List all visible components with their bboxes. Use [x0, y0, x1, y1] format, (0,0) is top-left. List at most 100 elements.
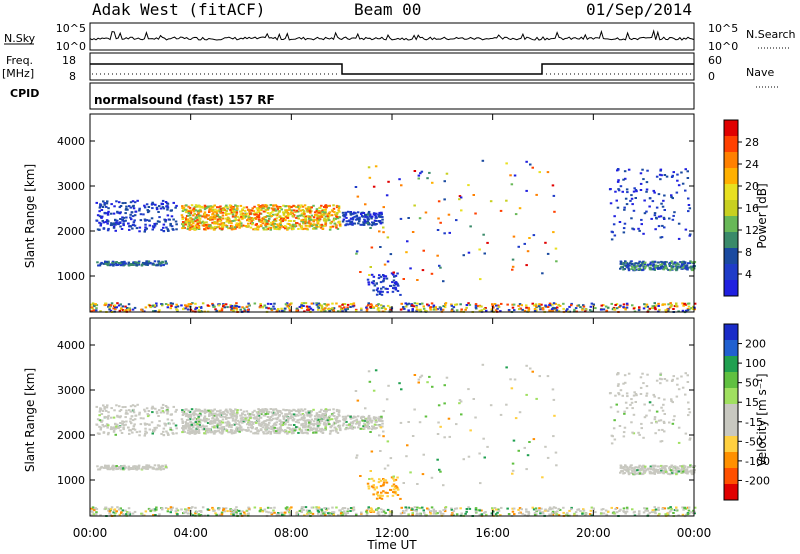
power-echo [230, 307, 234, 310]
power-echo [124, 212, 127, 215]
power-echo [264, 209, 267, 211]
power-echo [671, 265, 675, 268]
power-echo [355, 310, 358, 312]
velocity-echo [372, 427, 375, 430]
velocity-echo [679, 465, 682, 467]
velocity-echo [534, 507, 538, 510]
power-echo [551, 309, 555, 312]
velocity-echo [144, 510, 148, 513]
power-echo [272, 209, 275, 211]
power-echo [434, 306, 437, 309]
power-echo [437, 200, 441, 203]
power-echo [205, 221, 208, 224]
velocity-echo [250, 424, 254, 427]
velocity-echo [184, 427, 187, 430]
power-echo [354, 186, 358, 188]
velocity-echo [286, 417, 290, 420]
velocity-echo [357, 422, 360, 425]
power-echo [265, 220, 269, 223]
power-echo [236, 205, 239, 208]
power-echo [625, 188, 629, 191]
velocity-echo [220, 513, 224, 516]
velocity-echo [562, 506, 565, 509]
velocity-echo [153, 428, 157, 431]
power-echo [328, 219, 331, 222]
power-echo [443, 306, 447, 309]
velocity-echo [360, 511, 363, 514]
power-echo [105, 261, 109, 263]
velocity-echo [161, 410, 165, 413]
power-echo [357, 222, 360, 225]
power-echo [680, 264, 684, 267]
velocity-echo [270, 428, 273, 431]
velocity-echo [295, 511, 299, 514]
power-echo [304, 219, 308, 222]
power-echo [320, 305, 324, 308]
velocity-echo [304, 421, 307, 424]
velocity-echo [621, 394, 624, 397]
velocity-echo [145, 407, 149, 410]
power-echo [465, 304, 469, 306]
power-echo [325, 206, 328, 209]
velocity-echo [335, 420, 339, 422]
power-echo [415, 308, 419, 311]
velocity-echo [188, 414, 191, 417]
power-echo [127, 308, 130, 311]
velocity-echo [655, 379, 659, 382]
velocity-echo [615, 403, 618, 406]
power-echo [478, 248, 481, 251]
velocity-echo [175, 507, 178, 510]
power-echo [687, 302, 691, 305]
power-echo [688, 207, 692, 210]
velocity-echo [107, 431, 110, 434]
velocity-echo [669, 506, 672, 509]
velocity-echo [566, 512, 569, 515]
power-echo [180, 214, 184, 217]
power-echo [236, 215, 240, 218]
power-echo [413, 204, 416, 207]
velocity-echo [316, 426, 320, 429]
velocity-echo [346, 507, 350, 510]
power-echo [297, 205, 300, 208]
velocity-echo [610, 434, 614, 437]
velocity-echo [543, 509, 547, 512]
power-echo [218, 216, 222, 219]
power-echo [197, 309, 200, 312]
power-echo [480, 305, 483, 308]
velocity-echo [193, 410, 197, 413]
velocity-echo [386, 508, 390, 511]
velocity-echo [372, 425, 376, 428]
power-echo [137, 263, 141, 266]
velocity-echo [284, 409, 287, 412]
power-echo [389, 253, 393, 256]
power-echo [341, 303, 344, 306]
power-echo [145, 203, 149, 206]
power-echo [102, 227, 106, 230]
velocity-echo [349, 425, 352, 428]
velocity-echo [657, 419, 661, 422]
velocity-echo [289, 415, 293, 418]
velocity-echo [182, 429, 185, 432]
power-echo [624, 264, 628, 267]
velocity-echo [618, 510, 621, 512]
power-echo [676, 262, 679, 265]
power-echo [691, 267, 694, 270]
power-echo [115, 262, 118, 265]
power-echo [315, 224, 318, 227]
velocity-echo [197, 513, 200, 516]
power-echo [165, 226, 168, 229]
power-echo [222, 207, 225, 209]
power-echo [143, 218, 147, 221]
power-echo [533, 308, 537, 310]
power-echo [240, 210, 243, 213]
power-echo [523, 242, 526, 245]
velocity-echo [610, 442, 614, 445]
velocity-echo [546, 510, 550, 512]
power-echo [334, 213, 337, 216]
velocity-echo [286, 413, 289, 416]
power-echo [397, 284, 400, 287]
velocity-echo [223, 510, 226, 513]
velocity-echo [667, 507, 670, 510]
power-echo [372, 221, 376, 224]
velocity-echo [310, 410, 313, 413]
